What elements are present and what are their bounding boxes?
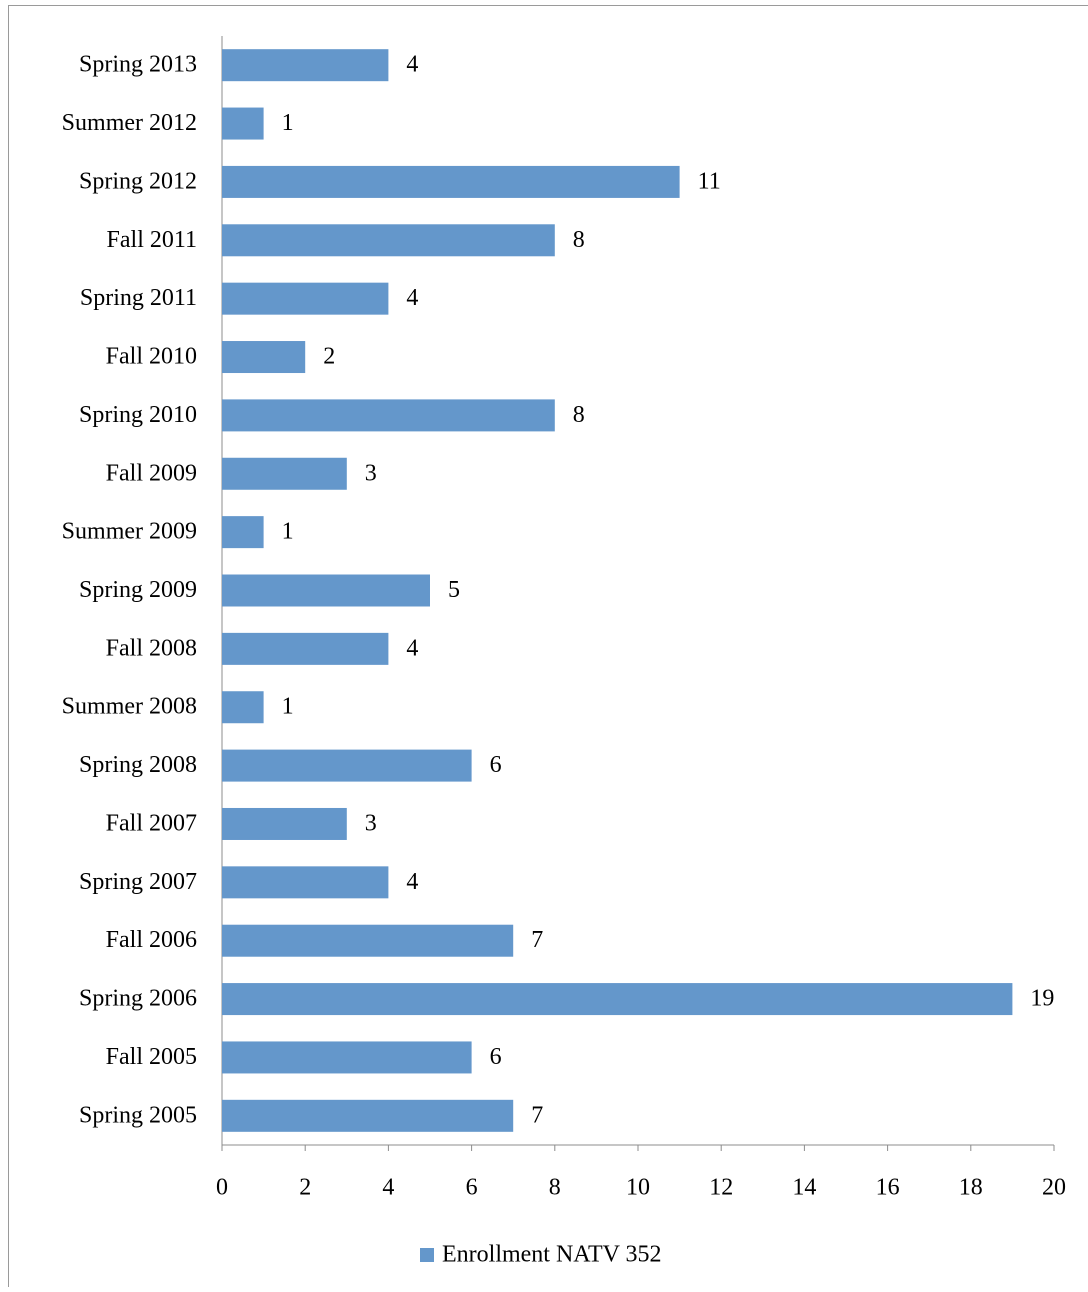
y-tick-label: Fall 2010 <box>106 344 197 370</box>
bar <box>222 108 264 140</box>
x-tick-label: 0 <box>216 1175 228 1201</box>
y-tick-label: Spring 2005 <box>79 1102 197 1128</box>
bar <box>222 224 555 256</box>
y-tick-label: Summer 2012 <box>62 110 197 136</box>
data-label: 6 <box>490 752 502 778</box>
y-tick-label: Spring 2011 <box>80 285 197 311</box>
bar <box>222 750 472 782</box>
y-tick-label: Spring 2010 <box>79 402 197 428</box>
bar <box>222 49 388 81</box>
x-tick-label: 4 <box>382 1175 394 1201</box>
y-tick-label: Fall 2009 <box>106 460 197 486</box>
x-tick-label: 8 <box>549 1175 561 1201</box>
bar <box>222 691 264 723</box>
bar <box>222 399 555 431</box>
y-tick-label: Fall 2006 <box>106 927 197 953</box>
bar <box>222 283 388 315</box>
bar <box>222 575 430 607</box>
y-tick-label: Fall 2007 <box>106 810 197 836</box>
data-label: 4 <box>406 52 418 78</box>
data-label: 7 <box>531 927 543 953</box>
y-tick-label: Fall 2011 <box>107 227 197 253</box>
y-tick-label: Spring 2008 <box>79 752 197 778</box>
y-tick-label: Spring 2007 <box>79 869 197 895</box>
bar <box>222 1041 472 1073</box>
bar <box>222 866 388 898</box>
data-label: 11 <box>698 168 721 194</box>
data-label: 8 <box>573 402 585 428</box>
bar <box>222 983 1012 1015</box>
data-label: 4 <box>406 635 418 661</box>
data-label: 1 <box>282 110 294 136</box>
x-tick-label: 6 <box>466 1175 478 1201</box>
data-label: 3 <box>365 810 377 836</box>
bar <box>222 1100 513 1132</box>
data-label: 4 <box>406 869 418 895</box>
x-tick-label: 10 <box>626 1175 650 1201</box>
x-tick-label: 16 <box>876 1175 900 1201</box>
data-label: 1 <box>282 519 294 545</box>
y-tick-label: Spring 2006 <box>79 986 197 1012</box>
y-tick-label: Spring 2013 <box>79 52 197 78</box>
x-tick-label: 20 <box>1042 1175 1066 1201</box>
data-label: 5 <box>448 577 460 603</box>
bar <box>222 808 347 840</box>
y-tick-label: Fall 2005 <box>106 1044 197 1070</box>
x-tick-label: 18 <box>959 1175 983 1201</box>
data-label: 8 <box>573 227 585 253</box>
legend-label: Enrollment NATV 352 <box>442 1242 662 1268</box>
bar <box>222 516 264 548</box>
y-tick-label: Summer 2009 <box>62 519 197 545</box>
data-label: 2 <box>323 344 335 370</box>
y-tick-label: Summer 2008 <box>62 694 197 720</box>
x-tick-label: 14 <box>792 1175 816 1201</box>
data-label: 3 <box>365 460 377 486</box>
legend-swatch <box>420 1248 434 1262</box>
data-label: 19 <box>1030 986 1054 1012</box>
x-tick-label: 2 <box>299 1175 311 1201</box>
data-label: 4 <box>406 285 418 311</box>
data-label: 7 <box>531 1102 543 1128</box>
data-label: 6 <box>490 1044 502 1070</box>
y-tick-label: Spring 2012 <box>79 168 197 194</box>
y-tick-label: Fall 2008 <box>106 635 197 661</box>
bar <box>222 166 680 198</box>
bar <box>222 341 305 373</box>
bar <box>222 458 347 490</box>
x-tick-label: 12 <box>709 1175 733 1201</box>
y-tick-label: Spring 2009 <box>79 577 197 603</box>
data-label: 1 <box>282 694 294 720</box>
bar <box>222 925 513 957</box>
bar <box>222 633 388 665</box>
